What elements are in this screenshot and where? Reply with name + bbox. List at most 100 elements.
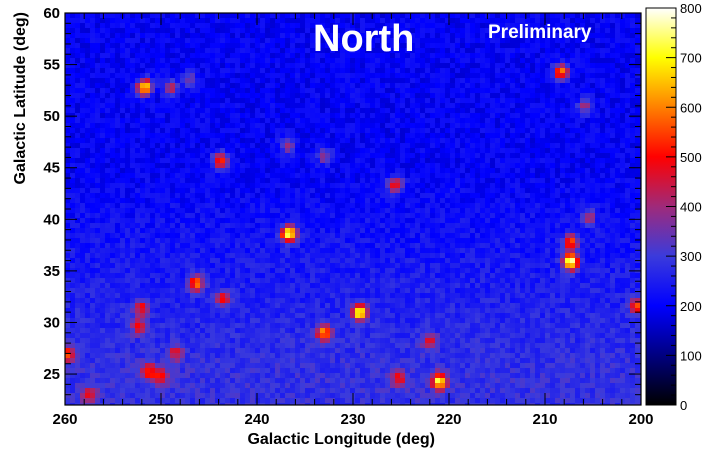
heat-cell bbox=[575, 13, 581, 19]
heat-cell bbox=[450, 183, 456, 189]
heat-cell bbox=[330, 63, 336, 69]
heat-cell bbox=[65, 108, 71, 114]
heat-cell bbox=[85, 113, 91, 119]
heat-cell bbox=[110, 88, 116, 94]
heat-cell bbox=[310, 148, 316, 154]
heat-cell bbox=[615, 188, 621, 194]
heat-cell bbox=[540, 183, 546, 189]
heat-cell bbox=[430, 68, 436, 74]
heat-cell bbox=[445, 43, 451, 49]
heat-cell bbox=[75, 148, 81, 154]
heat-cell bbox=[385, 163, 391, 169]
heat-cell bbox=[575, 43, 581, 49]
heat-cell bbox=[385, 68, 391, 74]
heat-cell bbox=[130, 208, 136, 214]
heat-cell bbox=[195, 78, 201, 84]
heat-cell bbox=[275, 73, 281, 79]
heat-cell bbox=[315, 88, 321, 94]
heat-cell bbox=[295, 53, 301, 59]
heat-cell bbox=[140, 213, 146, 219]
heat-cell bbox=[405, 218, 411, 224]
heat-cell bbox=[310, 203, 316, 209]
heat-cell bbox=[580, 43, 586, 49]
heat-cell bbox=[430, 218, 436, 224]
heat-cell bbox=[80, 188, 86, 194]
heat-cell bbox=[305, 38, 311, 44]
heat-cell bbox=[610, 133, 616, 139]
heat-cell bbox=[530, 163, 536, 169]
heat-cell bbox=[570, 73, 576, 79]
heat-cell bbox=[505, 133, 511, 139]
heat-cell bbox=[390, 78, 396, 84]
heat-cell bbox=[445, 168, 451, 174]
heat-cell bbox=[585, 138, 591, 144]
heat-cell bbox=[145, 43, 151, 49]
heat-cell bbox=[335, 133, 341, 139]
heat-cell bbox=[80, 153, 86, 159]
heat-cell bbox=[435, 43, 441, 49]
heat-cell bbox=[135, 83, 141, 89]
heat-cell bbox=[165, 63, 171, 69]
heat-cell bbox=[210, 158, 216, 164]
heat-cell bbox=[410, 208, 416, 214]
heat-cell bbox=[435, 138, 441, 144]
heat-cell bbox=[445, 58, 451, 64]
heat-cell bbox=[190, 83, 196, 89]
heat-cell bbox=[190, 208, 196, 214]
heat-cell bbox=[330, 133, 336, 139]
heat-cell bbox=[135, 133, 141, 139]
heat-cell bbox=[410, 163, 416, 169]
heat-cell bbox=[155, 43, 161, 49]
heat-cell bbox=[405, 43, 411, 49]
heat-cell bbox=[430, 158, 436, 164]
heat-cell bbox=[520, 168, 526, 174]
heat-cell bbox=[550, 28, 556, 34]
heat-cell bbox=[380, 98, 386, 104]
heat-cell bbox=[65, 43, 71, 49]
heat-cell bbox=[280, 183, 286, 189]
heat-cell bbox=[325, 138, 331, 144]
heat-cell bbox=[620, 18, 626, 24]
heat-cell bbox=[525, 138, 531, 144]
heat-cell bbox=[225, 143, 231, 149]
heat-cell bbox=[425, 98, 431, 104]
heat-cell bbox=[535, 143, 541, 149]
heat-cell bbox=[585, 43, 591, 49]
heat-cell bbox=[380, 188, 386, 194]
heat-cell bbox=[95, 93, 101, 99]
heat-cell bbox=[545, 153, 551, 159]
heat-cell bbox=[510, 133, 516, 139]
heat-cell bbox=[515, 148, 521, 154]
heat-cell bbox=[530, 203, 536, 209]
heat-cell bbox=[80, 213, 86, 219]
heat-cell bbox=[90, 108, 96, 114]
heat-cell bbox=[490, 213, 496, 219]
heat-cell bbox=[275, 13, 281, 19]
heat-cell bbox=[190, 123, 196, 129]
heat-cell bbox=[485, 108, 491, 114]
heat-cell bbox=[515, 43, 521, 49]
heat-cell bbox=[105, 118, 111, 124]
heat-cell bbox=[140, 63, 146, 69]
heat-cell bbox=[225, 48, 231, 54]
heat-cell bbox=[210, 148, 216, 154]
heat-cell bbox=[380, 123, 386, 129]
heat-cell bbox=[440, 83, 446, 89]
heat-cell bbox=[565, 138, 571, 144]
heat-cell bbox=[175, 143, 181, 149]
heat-cell bbox=[620, 168, 626, 174]
heat-cell bbox=[625, 98, 631, 104]
heat-cell bbox=[255, 133, 261, 139]
heat-cell bbox=[150, 38, 156, 44]
heat-cell bbox=[430, 83, 436, 89]
heat-cell bbox=[310, 83, 316, 89]
heat-cell bbox=[465, 203, 471, 209]
heat-cell bbox=[425, 18, 431, 24]
heat-cell bbox=[505, 38, 511, 44]
heat-cell bbox=[550, 63, 556, 69]
heat-cell bbox=[265, 23, 271, 29]
heat-cell bbox=[255, 58, 261, 64]
heat-cell bbox=[200, 23, 206, 29]
heat-cell bbox=[555, 223, 561, 229]
heat-cell bbox=[380, 163, 386, 169]
